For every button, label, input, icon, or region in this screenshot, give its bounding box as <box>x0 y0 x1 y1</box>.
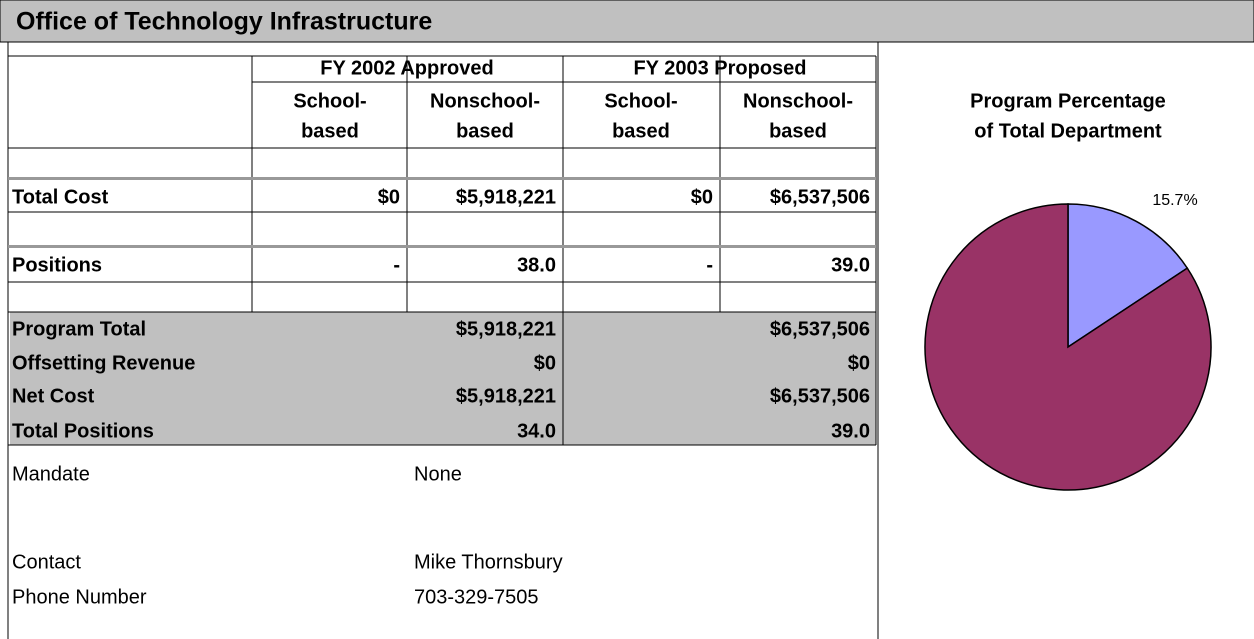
summary-label: Net Cost <box>12 385 95 407</box>
cell: $0 <box>378 186 400 208</box>
cell: $6,537,506 <box>770 186 870 208</box>
detail-value: None <box>414 463 462 485</box>
pie-slice <box>924 203 1212 491</box>
summary-cell: 34.0 <box>517 420 556 442</box>
summary-cell: $0 <box>534 352 556 374</box>
slice-label: 15.7% <box>1152 192 1197 209</box>
cell: $5,918,221 <box>456 186 556 208</box>
group-header: FY 2003 Proposed <box>633 57 806 79</box>
cell: $0 <box>691 186 713 208</box>
summary-cell: $6,537,506 <box>770 385 870 407</box>
column-header: Nonschool- <box>743 90 853 112</box>
row-label: Positions <box>12 254 102 276</box>
group-header: FY 2002 Approved <box>320 57 493 79</box>
chart-title: of Total Department <box>974 120 1162 142</box>
summary-cell: 39.0 <box>831 420 870 442</box>
chart-title: Program Percentage <box>970 90 1166 112</box>
detail-label: Mandate <box>12 463 90 485</box>
pie-slice <box>1067 203 1189 349</box>
summary-cell: $0 <box>848 352 870 374</box>
summary-cell: $6,537,506 <box>770 318 870 340</box>
summary-cell: $5,918,221 <box>456 385 556 407</box>
column-header: based <box>769 120 827 142</box>
column-header: Nonschool- <box>430 90 540 112</box>
detail-label: Phone Number <box>12 586 147 608</box>
title-bar <box>0 0 1254 43</box>
column-header: School- <box>293 90 366 112</box>
detail-value: 703-329-7505 <box>414 586 539 608</box>
title: Office of Technology Infrastructure <box>16 8 432 36</box>
column-header: School- <box>604 90 677 112</box>
column-header: based <box>301 120 359 142</box>
cell: 38.0 <box>517 254 556 276</box>
detail-label: Contact <box>12 551 81 573</box>
detail-value: Mike Thornsbury <box>414 551 563 573</box>
summary-label: Total Positions <box>12 420 154 442</box>
cell: - <box>706 254 713 276</box>
summary-background <box>10 312 876 445</box>
cell: 39.0 <box>831 254 870 276</box>
summary-label: Program Total <box>12 318 146 340</box>
summary-cell: $5,918,221 <box>456 318 556 340</box>
column-header: based <box>612 120 670 142</box>
summary-label: Offsetting Revenue <box>12 352 195 374</box>
cell: - <box>393 254 400 276</box>
column-header: based <box>456 120 514 142</box>
row-label: Total Cost <box>12 186 109 208</box>
